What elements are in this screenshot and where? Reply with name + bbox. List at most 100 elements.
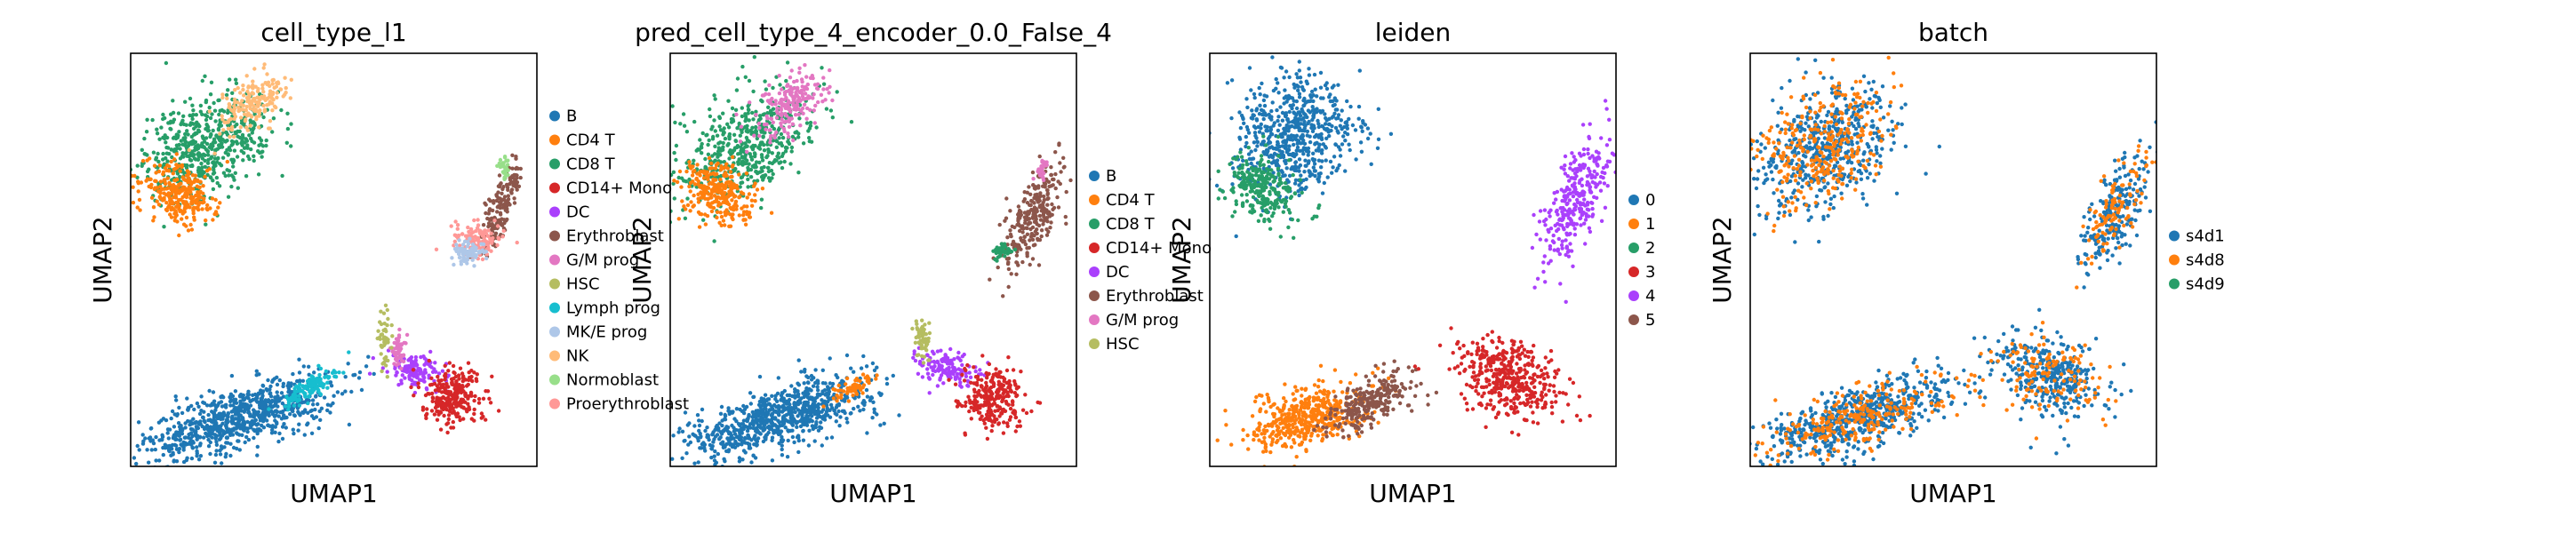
- data-point: [732, 445, 738, 449]
- data-point: [180, 151, 185, 155]
- data-point: [204, 123, 209, 127]
- data-point: [443, 396, 448, 401]
- legend-label: Lymph prog: [566, 299, 660, 318]
- data-point: [227, 105, 231, 110]
- data-point: [458, 418, 462, 423]
- data-point: [756, 121, 762, 126]
- data-point: [249, 420, 253, 425]
- data-point: [1028, 192, 1033, 196]
- data-point: [234, 411, 238, 416]
- data-point: [279, 417, 284, 421]
- data-point: [131, 173, 134, 179]
- data-point: [245, 143, 250, 147]
- data-point: [212, 420, 217, 425]
- data-point: [469, 417, 474, 421]
- data-point: [446, 413, 452, 418]
- data-point: [766, 165, 771, 171]
- data-point: [754, 160, 759, 164]
- data-point: [684, 207, 688, 211]
- data-point: [413, 358, 418, 362]
- data-point: [169, 191, 174, 196]
- data-point: [329, 384, 334, 388]
- data-point: [733, 107, 739, 113]
- data-point: [135, 163, 140, 168]
- data-point: [220, 114, 224, 118]
- data-point: [516, 184, 522, 188]
- data-point: [743, 114, 748, 119]
- data-point: [466, 254, 470, 259]
- data-point: [513, 177, 518, 181]
- data-point: [491, 223, 496, 228]
- data-point: [454, 379, 459, 384]
- data-point: [692, 193, 696, 198]
- data-point: [710, 444, 715, 449]
- data-point: [1008, 228, 1012, 233]
- data-point: [337, 370, 341, 375]
- data-point: [203, 74, 207, 79]
- data-point: [768, 137, 772, 141]
- data-point: [798, 424, 804, 429]
- data-point: [700, 141, 704, 147]
- data-point: [252, 108, 258, 114]
- data-point: [746, 111, 750, 115]
- data-point: [1025, 254, 1029, 259]
- data-point: [125, 450, 129, 454]
- data-point: [700, 131, 705, 136]
- data-point: [238, 101, 243, 106]
- data-point: [201, 191, 205, 195]
- data-point: [780, 135, 786, 140]
- data-point: [719, 404, 724, 410]
- data-point: [313, 407, 317, 412]
- data-point: [228, 399, 233, 404]
- data-point: [148, 439, 153, 443]
- data-point: [791, 97, 796, 101]
- data-point: [243, 440, 247, 445]
- data-point: [738, 437, 742, 442]
- data-point: [1034, 208, 1039, 213]
- data-point: [236, 85, 240, 91]
- data-point: [1025, 217, 1029, 222]
- data-point: [882, 421, 886, 426]
- data-point: [504, 158, 508, 163]
- data-point: [770, 123, 774, 129]
- data-point: [180, 211, 185, 216]
- data-point: [805, 82, 810, 87]
- data-point: [156, 169, 162, 174]
- data-point: [820, 66, 824, 70]
- data-point: [269, 93, 274, 98]
- data-point: [712, 186, 716, 190]
- data-point: [346, 362, 350, 366]
- data-point: [776, 151, 780, 155]
- data-point: [172, 211, 177, 216]
- y-axis-label: UMAP2: [88, 216, 117, 304]
- data-point: [1056, 179, 1060, 184]
- data-point: [784, 399, 788, 403]
- data-point: [185, 191, 190, 196]
- data-point: [812, 402, 816, 407]
- cluster-mk-e-prog: [450, 236, 489, 268]
- data-point: [186, 418, 190, 424]
- data-point: [269, 431, 275, 435]
- data-point: [804, 121, 810, 125]
- data-point: [192, 215, 196, 219]
- data-point: [245, 128, 250, 132]
- data-point: [736, 152, 740, 156]
- data-point: [788, 413, 793, 418]
- data-point: [438, 427, 444, 432]
- data-point: [217, 184, 222, 188]
- data-point: [172, 167, 177, 171]
- data-point: [460, 404, 464, 410]
- data-point: [1038, 167, 1043, 171]
- data-point: [291, 371, 295, 377]
- data-point: [708, 107, 712, 112]
- data-point: [244, 395, 249, 400]
- data-point: [740, 155, 745, 160]
- data-point: [736, 442, 741, 447]
- data-point: [268, 119, 273, 123]
- data-point: [196, 469, 200, 473]
- data-point: [1037, 154, 1042, 159]
- data-point: [466, 225, 470, 230]
- data-point: [152, 187, 157, 192]
- data-point: [280, 401, 285, 406]
- data-point: [1055, 195, 1060, 200]
